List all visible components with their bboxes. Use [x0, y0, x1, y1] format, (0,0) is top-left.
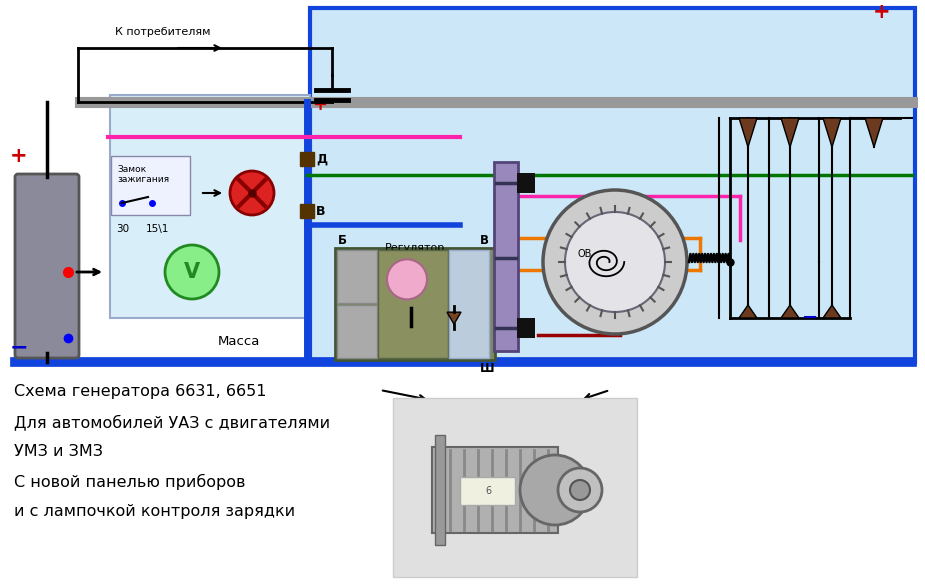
Text: Ш: Ш — [480, 362, 495, 375]
Text: В: В — [316, 205, 326, 218]
Circle shape — [387, 260, 427, 299]
FancyBboxPatch shape — [432, 447, 558, 533]
FancyBboxPatch shape — [337, 305, 377, 358]
Text: 15\1: 15\1 — [146, 224, 169, 234]
Text: Замок
зажигания: Замок зажигания — [117, 165, 169, 185]
Circle shape — [543, 190, 687, 334]
Text: Для автомобилей УАЗ с двигателями: Для автомобилей УАЗ с двигателями — [14, 414, 330, 430]
FancyBboxPatch shape — [110, 95, 310, 318]
Text: ОВ: ОВ — [577, 249, 591, 259]
Text: К потребителям: К потребителям — [115, 27, 211, 37]
FancyBboxPatch shape — [460, 477, 515, 505]
Polygon shape — [781, 305, 799, 318]
FancyBboxPatch shape — [435, 435, 445, 545]
Text: +: + — [873, 2, 891, 22]
FancyBboxPatch shape — [310, 8, 915, 362]
FancyBboxPatch shape — [449, 250, 489, 358]
FancyBboxPatch shape — [494, 162, 518, 351]
FancyBboxPatch shape — [378, 250, 448, 358]
Text: Б: Б — [338, 234, 347, 247]
Text: С новой панелью приборов: С новой панелью приборов — [14, 474, 245, 490]
Text: −: − — [802, 308, 819, 327]
Circle shape — [565, 212, 665, 312]
Text: и с лампочкой контроля зарядки: и с лампочкой контроля зарядки — [14, 504, 295, 519]
FancyBboxPatch shape — [15, 174, 79, 358]
Text: V: V — [184, 262, 200, 282]
Polygon shape — [823, 118, 841, 147]
Text: 30: 30 — [116, 224, 130, 234]
FancyBboxPatch shape — [335, 248, 495, 360]
Polygon shape — [447, 312, 461, 324]
Polygon shape — [781, 118, 799, 147]
Circle shape — [230, 171, 274, 215]
Polygon shape — [865, 118, 883, 147]
Circle shape — [165, 245, 219, 299]
Circle shape — [520, 455, 590, 525]
FancyBboxPatch shape — [517, 318, 535, 338]
FancyBboxPatch shape — [111, 156, 190, 215]
Circle shape — [570, 480, 590, 500]
FancyBboxPatch shape — [337, 250, 377, 303]
Text: Масса: Масса — [218, 335, 260, 348]
Polygon shape — [739, 118, 757, 147]
Text: Схема генератора 6631, 6651: Схема генератора 6631, 6651 — [14, 384, 266, 399]
Text: +: + — [312, 96, 327, 114]
Polygon shape — [823, 305, 841, 318]
Text: УМЗ и ЗМЗ: УМЗ и ЗМЗ — [14, 444, 103, 459]
Text: +: + — [10, 146, 28, 166]
Text: −: − — [10, 337, 29, 357]
Text: Д: Д — [316, 153, 327, 166]
Text: 6: 6 — [485, 486, 491, 496]
Text: В: В — [480, 234, 489, 247]
Circle shape — [558, 468, 602, 512]
FancyBboxPatch shape — [393, 398, 637, 577]
FancyBboxPatch shape — [517, 173, 535, 193]
Polygon shape — [739, 305, 757, 318]
Text: Регулятор
Напряжения
Я112В: Регулятор Напряжения Я112В — [377, 243, 452, 276]
